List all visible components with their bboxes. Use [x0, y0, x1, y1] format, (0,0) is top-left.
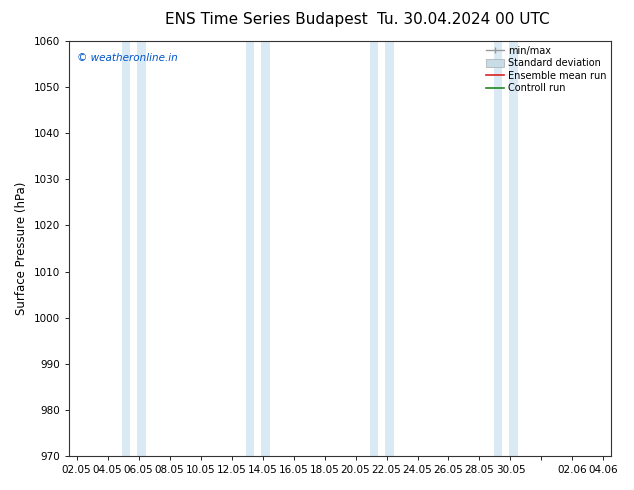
Bar: [261, 41, 270, 456]
Legend: min/max, Standard deviation, Ensemble mean run, Controll run: min/max, Standard deviation, Ensemble me…: [484, 44, 608, 95]
Bar: [246, 41, 254, 456]
Bar: [494, 41, 502, 456]
Bar: [385, 41, 394, 456]
Bar: [370, 41, 378, 456]
Bar: [138, 41, 146, 456]
Text: © weatheronline.in: © weatheronline.in: [77, 53, 178, 64]
Bar: [122, 41, 131, 456]
Y-axis label: Surface Pressure (hPa): Surface Pressure (hPa): [15, 182, 28, 315]
Bar: [509, 41, 518, 456]
Text: Tu. 30.04.2024 00 UTC: Tu. 30.04.2024 00 UTC: [377, 12, 549, 27]
Text: ENS Time Series Budapest: ENS Time Series Budapest: [165, 12, 368, 27]
